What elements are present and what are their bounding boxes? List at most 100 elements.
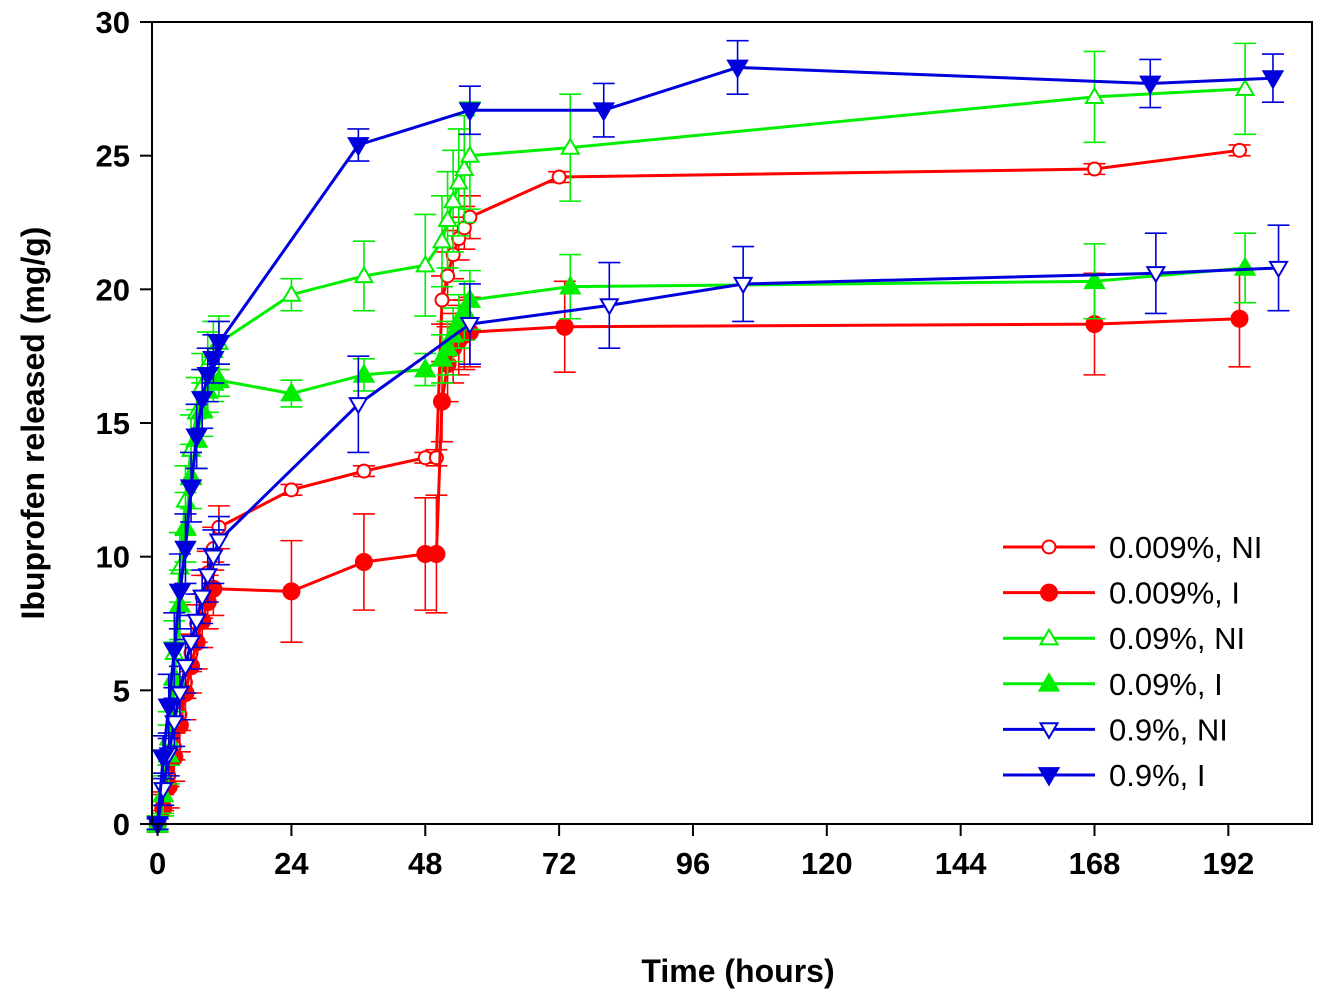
x-tick-label: 24 [274, 846, 309, 881]
y-tick-label: 5 [113, 673, 130, 708]
data-point [1083, 269, 1106, 290]
series-layer [146, 39, 1290, 836]
y-axis-title: Ibuprofen released (mg/g) [15, 227, 51, 620]
data-point [174, 540, 197, 561]
y-tick-label: 0 [113, 807, 130, 842]
data-point [433, 392, 451, 411]
data-point [436, 336, 459, 356]
data-point [415, 254, 436, 273]
legend-label: 0.9%, NI [1109, 712, 1228, 747]
data-point [732, 276, 754, 295]
legend-marker [1040, 583, 1058, 602]
legend-item: 0.009%, NI [1003, 530, 1262, 565]
data-point [168, 583, 192, 603]
x-tick-label: 48 [408, 846, 442, 881]
data-point [352, 363, 376, 383]
data-point [1268, 260, 1289, 279]
series-line [156, 148, 1240, 825]
legend-label: 0.09%, NI [1109, 621, 1245, 656]
data-point [348, 397, 369, 415]
data-point [347, 137, 370, 157]
data-point [283, 482, 299, 498]
series-6 [146, 39, 1285, 836]
legend: 0.009%, NI 0.009%, I 0.09%, NI 0.09%, I 0.9%… [1003, 530, 1262, 793]
y-tick-label: 10 [96, 540, 130, 575]
legend-marker [1038, 722, 1060, 740]
data-point [459, 145, 481, 163]
y-tick-label: 15 [96, 406, 130, 441]
data-point [164, 715, 185, 733]
data-point [560, 137, 581, 155]
data-point [1233, 256, 1257, 276]
data-point [186, 613, 207, 632]
axis-layer: 0 24 48 72 96 120 144 168 192 0 5 10 15 20 25 30 [96, 5, 1255, 881]
legend-marker [1037, 672, 1061, 692]
legend-item: 0.09%, NI [1003, 621, 1245, 656]
data-point [462, 209, 478, 225]
data-point [726, 59, 749, 79]
data-point [196, 367, 220, 387]
y-tick-label: 25 [96, 139, 130, 174]
data-point [354, 553, 373, 572]
data-point [356, 463, 372, 479]
x-axis-title: Time (hours) [641, 953, 834, 989]
series-2 [146, 269, 1251, 833]
data-point [208, 533, 230, 552]
series-5 [146, 224, 1290, 835]
data-point [280, 382, 303, 402]
series-3 [146, 42, 1257, 833]
legend-marker [1041, 539, 1057, 555]
x-tick-label: 72 [542, 846, 576, 881]
data-point [551, 169, 567, 185]
data-point [555, 317, 574, 336]
data-point [175, 659, 196, 677]
legend-item: 0.9%, I [1003, 758, 1206, 793]
data-point [157, 698, 180, 718]
data-point [1234, 78, 1256, 96]
series-line [156, 317, 1240, 825]
data-point [151, 749, 175, 769]
data-point [281, 284, 302, 302]
data-point [559, 275, 582, 295]
data-point [1232, 142, 1247, 158]
legend-marker [1037, 767, 1061, 787]
data-point [191, 589, 213, 608]
legend-label: 0.009%, I [1109, 576, 1240, 611]
legend-item: 0.09%, I [1003, 667, 1223, 702]
data-point [179, 479, 203, 499]
x-tick-label: 96 [676, 846, 710, 881]
data-point [427, 544, 446, 563]
data-point [180, 635, 202, 653]
data-point [197, 568, 219, 586]
data-point [459, 316, 481, 335]
data-point [458, 102, 482, 122]
legend-label: 0.009%, NI [1109, 530, 1262, 565]
data-point [414, 358, 437, 378]
data-point [430, 347, 454, 367]
series-1 [146, 142, 1251, 832]
data-point [202, 351, 225, 371]
data-point [203, 549, 224, 568]
data-point [592, 102, 615, 122]
data-point [282, 582, 301, 601]
data-point [1261, 70, 1285, 90]
data-point [1084, 86, 1105, 104]
data-point [185, 428, 208, 448]
legend-item: 0.9%, NI [1003, 712, 1228, 747]
x-tick-label: 192 [1202, 846, 1254, 881]
legend-marker [1038, 627, 1060, 646]
data-point [190, 391, 214, 411]
data-point [454, 158, 475, 177]
data-point [437, 209, 458, 227]
legend-item: 0.009%, I [1003, 576, 1240, 611]
data-point [448, 171, 469, 190]
legend-label: 0.9%, I [1109, 758, 1206, 793]
x-tick-label: 144 [935, 846, 987, 881]
data-point [1145, 266, 1167, 284]
data-point [434, 292, 450, 308]
data-point [1139, 75, 1162, 95]
x-tick-label: 0 [149, 846, 166, 881]
data-point [353, 265, 375, 284]
